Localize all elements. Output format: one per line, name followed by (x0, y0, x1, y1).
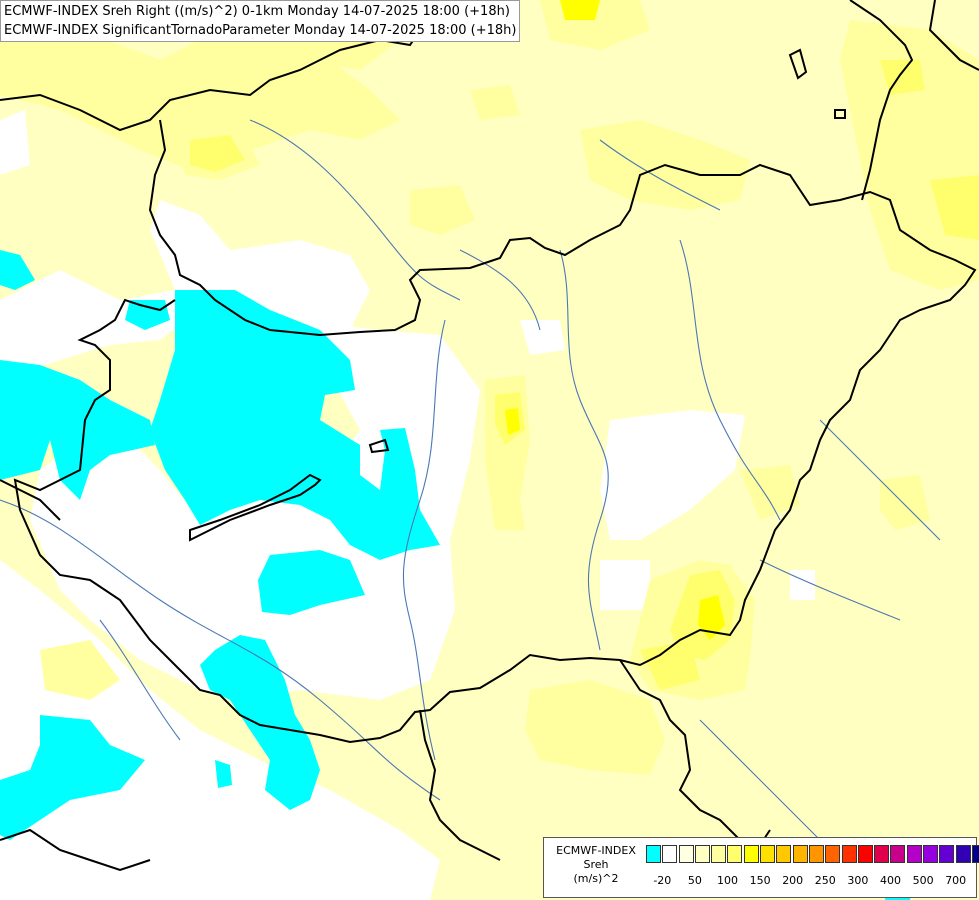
legend-swatch (646, 845, 661, 863)
legend-swatch (857, 845, 873, 863)
legend-swatch (874, 845, 890, 863)
legend-title: ECMWF-INDEX Sreh (m/s)^2 (548, 844, 644, 886)
legend-swatch (923, 845, 939, 863)
legend-title-source: ECMWF-INDEX (556, 844, 636, 857)
legend-tick-label: 700 (945, 874, 967, 887)
legend-tick-label: 500 (912, 874, 934, 887)
legend-swatch (776, 845, 792, 863)
title-stp: ECMWF-INDEX SignificantTornadoParameter … (4, 23, 517, 38)
legend-tick-label: -20 (653, 874, 672, 887)
rivers (0, 119, 941, 841)
legend-swatches (646, 845, 979, 863)
legend-tick-label: 150 (749, 874, 771, 887)
strong-yellow-areas (505, 0, 725, 640)
legend-swatch (890, 845, 906, 863)
legend-swatch (825, 845, 841, 863)
legend-swatch (955, 845, 971, 863)
legend-tick-label: 300 (847, 874, 869, 887)
legend-swatch (971, 845, 979, 863)
legend-swatch (792, 845, 808, 863)
legend-swatch (727, 845, 743, 863)
legend-swatch (939, 845, 955, 863)
legend-swatch (678, 845, 694, 863)
legend-swatch (841, 845, 857, 863)
legend-swatch (760, 845, 776, 863)
country-borders (0, 0, 979, 872)
legend-swatch (906, 845, 922, 863)
legend-swatch (662, 845, 678, 863)
legend-swatch (743, 845, 759, 863)
legend-swatch (694, 845, 710, 863)
map-title-box: ECMWF-INDEX Sreh Right ((m/s)^2) 0-1km M… (0, 0, 521, 42)
legend-swatch (711, 845, 727, 863)
legend-tick-label: 400 (880, 874, 901, 887)
legend-title-unit: (m/s)^2 (573, 872, 619, 885)
legend-tick-label: 250 (814, 874, 836, 887)
legend-tick-label: 200 (782, 874, 804, 887)
legend-swatch (808, 845, 824, 863)
legend-ticks: -20 50 100 150 200 250 300 400 500 700 (646, 874, 976, 888)
legend-tick-label: 50 (687, 874, 702, 887)
legend-tick-label: 100 (717, 874, 738, 887)
legend-title-parameter: Sreh (583, 858, 609, 871)
title-sreh: ECMWF-INDEX Sreh Right ((m/s)^2) 0-1km M… (4, 4, 510, 19)
cyan-areas (0, 250, 920, 900)
color-legend: ECMWF-INDEX Sreh (m/s)^2 -20 50 100 150 200 2… (543, 837, 979, 898)
